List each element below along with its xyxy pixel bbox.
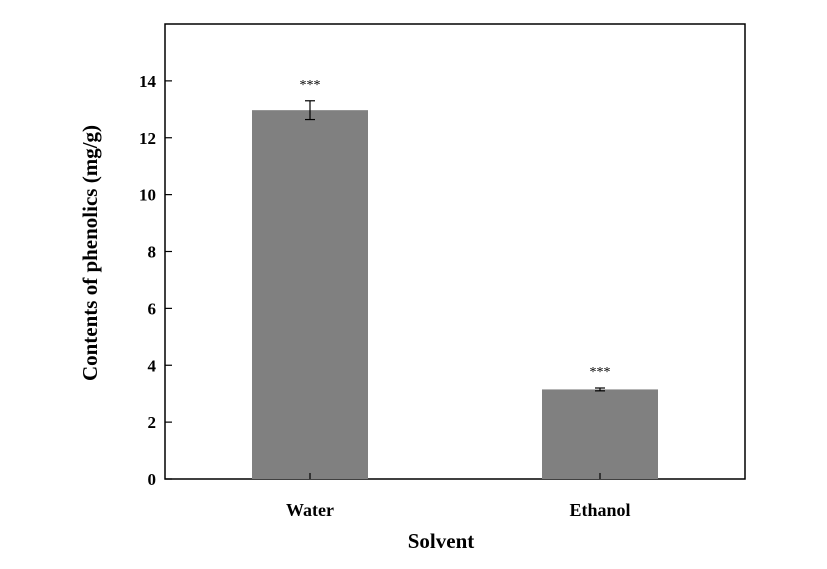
x-tick-label: Ethanol (569, 500, 630, 520)
y-tick-label: 6 (148, 299, 157, 318)
x-tick-label: Water (286, 500, 334, 520)
x-axis-title: Solvent (408, 529, 475, 553)
y-axis: 0 2 4 6 8 10 12 14 (139, 72, 172, 489)
significance-label: *** (590, 365, 611, 380)
y-axis-title: Contents of phenolics (mg/g) (78, 125, 102, 381)
bar-water (252, 110, 368, 480)
x-axis: Water Ethanol (286, 473, 631, 520)
y-tick-label: 2 (148, 413, 157, 432)
significance-label: *** (300, 78, 321, 93)
bar-ethanol (542, 389, 658, 479)
bars: *** *** (252, 78, 658, 480)
y-tick-label: 10 (139, 186, 156, 205)
y-tick-label: 14 (139, 72, 157, 91)
y-tick-label: 4 (148, 356, 157, 375)
y-tick-label: 0 (148, 470, 157, 489)
y-tick-label: 8 (148, 243, 157, 262)
y-tick-label: 12 (139, 129, 156, 148)
